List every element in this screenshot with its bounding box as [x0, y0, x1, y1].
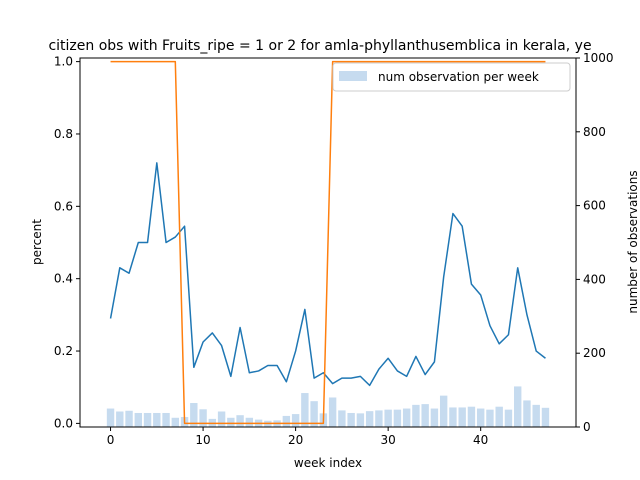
bar [375, 410, 383, 427]
y-left-tick-label: 0.0 [54, 416, 73, 430]
bar [338, 410, 346, 427]
y-axis-left-ticks: 0.0 0.2 0.4 0.6 0.8 1.0 [54, 55, 80, 430]
chart-title: citizen obs with Fruits_ripe = 1 or 2 fo… [48, 38, 591, 54]
legend-swatch [339, 71, 367, 81]
legend-box [332, 62, 571, 92]
x-tick-label: 0 [107, 433, 115, 447]
x-tick-label: 40 [473, 433, 488, 447]
y-right-tick-label: 400 [583, 272, 606, 286]
bar [199, 409, 207, 427]
bar [282, 415, 291, 427]
x-axis-label: week index [294, 456, 362, 470]
bar [162, 412, 170, 427]
legend-label: num observation per week [378, 70, 539, 84]
bar [514, 386, 522, 427]
y-left-tick-label: 0.2 [54, 344, 73, 358]
bar [532, 404, 540, 427]
x-tick-label: 20 [288, 433, 303, 447]
bar [439, 395, 448, 427]
x-tick-label: 10 [195, 433, 210, 447]
bar [402, 408, 411, 427]
bar [134, 412, 142, 427]
bar [356, 413, 365, 427]
bar [523, 400, 531, 427]
bar [458, 407, 466, 427]
plot-frame [79, 57, 577, 428]
bar [430, 408, 439, 427]
bar [328, 397, 337, 427]
bar [143, 412, 152, 427]
bar [236, 415, 244, 427]
line-series [109, 60, 546, 425]
x-axis-ticks: 0 10 20 30 40 [107, 427, 488, 447]
y-right-tick-label: 0 [583, 420, 591, 434]
bar [495, 406, 503, 427]
y-right-tick-label: 800 [583, 125, 606, 139]
bar [217, 411, 226, 427]
bar [116, 411, 124, 427]
x-tick-label: 30 [381, 433, 396, 447]
bar [153, 412, 161, 427]
y-left-tick-label: 0.6 [54, 199, 73, 213]
bar [421, 404, 429, 427]
binary-line [110, 60, 546, 425]
bar [384, 409, 392, 427]
bar [449, 407, 457, 427]
bar [365, 411, 374, 427]
bar [412, 404, 420, 427]
y-right-tick-label: 1000 [583, 51, 614, 65]
bar [393, 409, 402, 427]
y-axis-right-label: number of observations [626, 170, 640, 313]
y-right-tick-label: 200 [583, 346, 606, 360]
bar [504, 409, 513, 427]
y-left-tick-label: 1.0 [54, 55, 73, 69]
bar [227, 417, 235, 427]
bar [541, 407, 550, 427]
bar [245, 417, 254, 427]
bar [467, 406, 476, 427]
y-axis-right-ticks: 0 200 400 600 800 1000 [576, 51, 614, 434]
bar [106, 408, 115, 427]
bar [291, 414, 300, 427]
bar [301, 393, 309, 427]
bar [486, 409, 494, 427]
bar-series [106, 386, 550, 427]
bar [310, 401, 318, 427]
bar [171, 417, 180, 427]
bar [125, 410, 133, 427]
y-left-tick-label: 0.4 [54, 272, 73, 286]
percent-line [109, 162, 546, 387]
bar [476, 408, 485, 427]
bar [347, 412, 355, 427]
y-axis-left-label: percent [30, 219, 44, 265]
bar [190, 403, 198, 427]
y-right-tick-label: 600 [583, 199, 606, 213]
legend: num observation per week [332, 62, 571, 92]
y-left-tick-label: 0.8 [54, 127, 73, 141]
